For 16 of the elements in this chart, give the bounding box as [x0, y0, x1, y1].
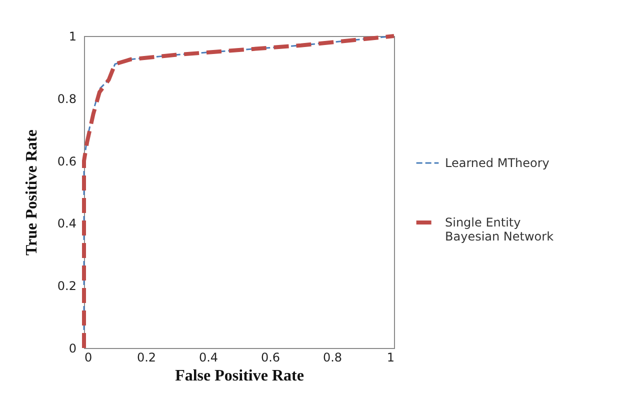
x-tick-label: 0.8	[322, 350, 342, 364]
x-tick-label: 1	[386, 350, 394, 364]
legend-label: Learned MTheory	[445, 156, 550, 170]
y-tick-label: 0.8	[57, 92, 76, 106]
x-tick-label: 0.2	[136, 350, 156, 364]
x-axis-title: False Positive Rate	[175, 368, 304, 384]
y-tick-label: 0.4	[57, 216, 76, 231]
x-tick-label: 0.6	[260, 350, 280, 364]
y-tick-label: 0	[68, 342, 76, 356]
y-tick-label: 1	[68, 30, 76, 44]
x-tick-label: 0	[84, 350, 92, 364]
x-tick-label: 0.4	[198, 350, 218, 364]
y-tick-label: 0.6	[57, 154, 76, 168]
y-tick-label: 0.2	[57, 279, 76, 294]
legend-label: Single Entity Bayesian Network	[445, 216, 554, 244]
y-axis-title: True Positive Rate	[23, 130, 40, 256]
